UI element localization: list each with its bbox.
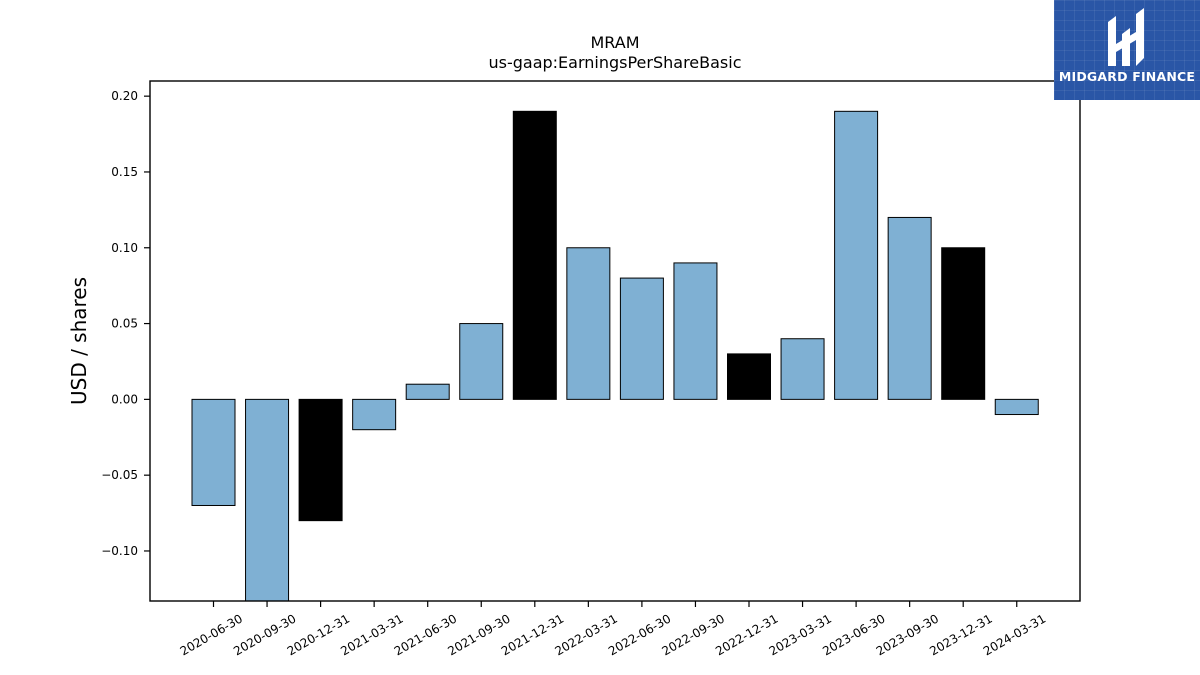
midgard-logo-icon xyxy=(1108,8,1144,66)
bar-2023-09-30 xyxy=(887,216,932,400)
bar-2022-06-30 xyxy=(619,277,664,400)
y-tick-label: 0.20 xyxy=(111,89,138,103)
plot-frame xyxy=(149,80,1081,602)
bar-2022-03-31 xyxy=(566,247,611,400)
bar-2021-09-30 xyxy=(459,323,504,400)
y-tick-label: 0.00 xyxy=(111,392,138,406)
bar-2021-06-30 xyxy=(405,383,450,400)
y-axis-label: USD / shares xyxy=(67,277,91,405)
bar-2022-09-30 xyxy=(673,262,718,400)
y-tick-label: 0.10 xyxy=(111,241,138,255)
bar-2020-09-30 xyxy=(245,398,290,602)
brand-name: MIDGARD FINANCE xyxy=(1058,69,1196,84)
chart-subtitle: us-gaap:EarningsPerShareBasic xyxy=(488,53,741,72)
bar-2020-06-30 xyxy=(191,398,236,506)
y-tick-label: 0.15 xyxy=(111,165,138,179)
bar-2022-12-31 xyxy=(727,353,771,400)
bar-2020-12-31 xyxy=(298,398,343,522)
y-tick-label: −0.10 xyxy=(101,544,138,558)
bar-2021-03-31 xyxy=(352,398,397,431)
bar-2023-12-31 xyxy=(941,247,986,400)
x-axis-ticks: 2020-06-302020-09-302020-12-312021-03-31… xyxy=(178,601,1048,658)
bar-2023-03-31 xyxy=(780,338,825,400)
bar-2021-12-31 xyxy=(512,110,557,400)
y-axis-ticks: −0.10 −0.05 0.00 0.05 0.10 0.15 0.20 xyxy=(101,89,150,558)
chart-title: MRAM xyxy=(590,33,639,52)
bar-2023-06-30 xyxy=(834,110,879,400)
bar-2024-03-31 xyxy=(994,398,1039,416)
y-tick-label: −0.05 xyxy=(101,468,138,482)
bars xyxy=(191,110,1039,602)
y-tick-label: 0.05 xyxy=(111,317,138,331)
midgard-finance-logo: MIDGARD FINANCE xyxy=(1054,0,1200,100)
